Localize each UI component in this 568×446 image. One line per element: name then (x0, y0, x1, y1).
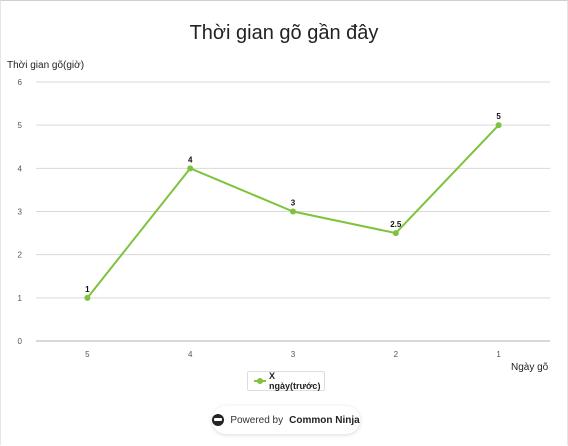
y-axis-label: Thời gian gõ(giờ) (7, 60, 85, 71)
data-point (290, 208, 296, 215)
data-point (392, 230, 399, 237)
powered-prefix: Powered by (230, 414, 284, 426)
x-axis-label: Ngày gõ (511, 362, 549, 373)
x-tick-label: 5 (85, 350, 90, 359)
x-tick-label: 1 (496, 350, 501, 359)
data-point (495, 122, 502, 129)
data-point (187, 165, 194, 172)
data-label: 1 (85, 285, 90, 294)
y-tick-label: 3 (18, 208, 23, 217)
y-tick-label: 4 (18, 164, 23, 173)
legend-label: X ngày(trước) (269, 371, 321, 391)
chart-title: Thời gian gõ gần đây (189, 22, 379, 44)
x-tick-label: 4 (188, 350, 193, 359)
powered-brand: Common Ninja (289, 414, 360, 426)
data-label: 3 (291, 199, 296, 208)
y-tick-label: 6 (18, 78, 23, 87)
x-tick-label: 3 (291, 350, 296, 359)
data-label: 2.5 (390, 220, 402, 229)
data-label: 4 (188, 155, 193, 164)
y-tick-label: 5 (18, 121, 23, 130)
legend[interactable]: X ngày(trước) (247, 371, 325, 391)
data-point (84, 294, 91, 301)
y-tick-label: 0 (18, 337, 23, 346)
x-tick-label: 2 (394, 350, 399, 359)
legend-swatch (254, 377, 266, 385)
y-tick-label: 1 (18, 294, 23, 303)
data-label: 5 (496, 112, 501, 121)
y-tick-label: 2 (18, 251, 23, 260)
ninja-icon (212, 414, 225, 426)
powered-by-badge[interactable]: Powered by Common Ninja (212, 406, 360, 434)
